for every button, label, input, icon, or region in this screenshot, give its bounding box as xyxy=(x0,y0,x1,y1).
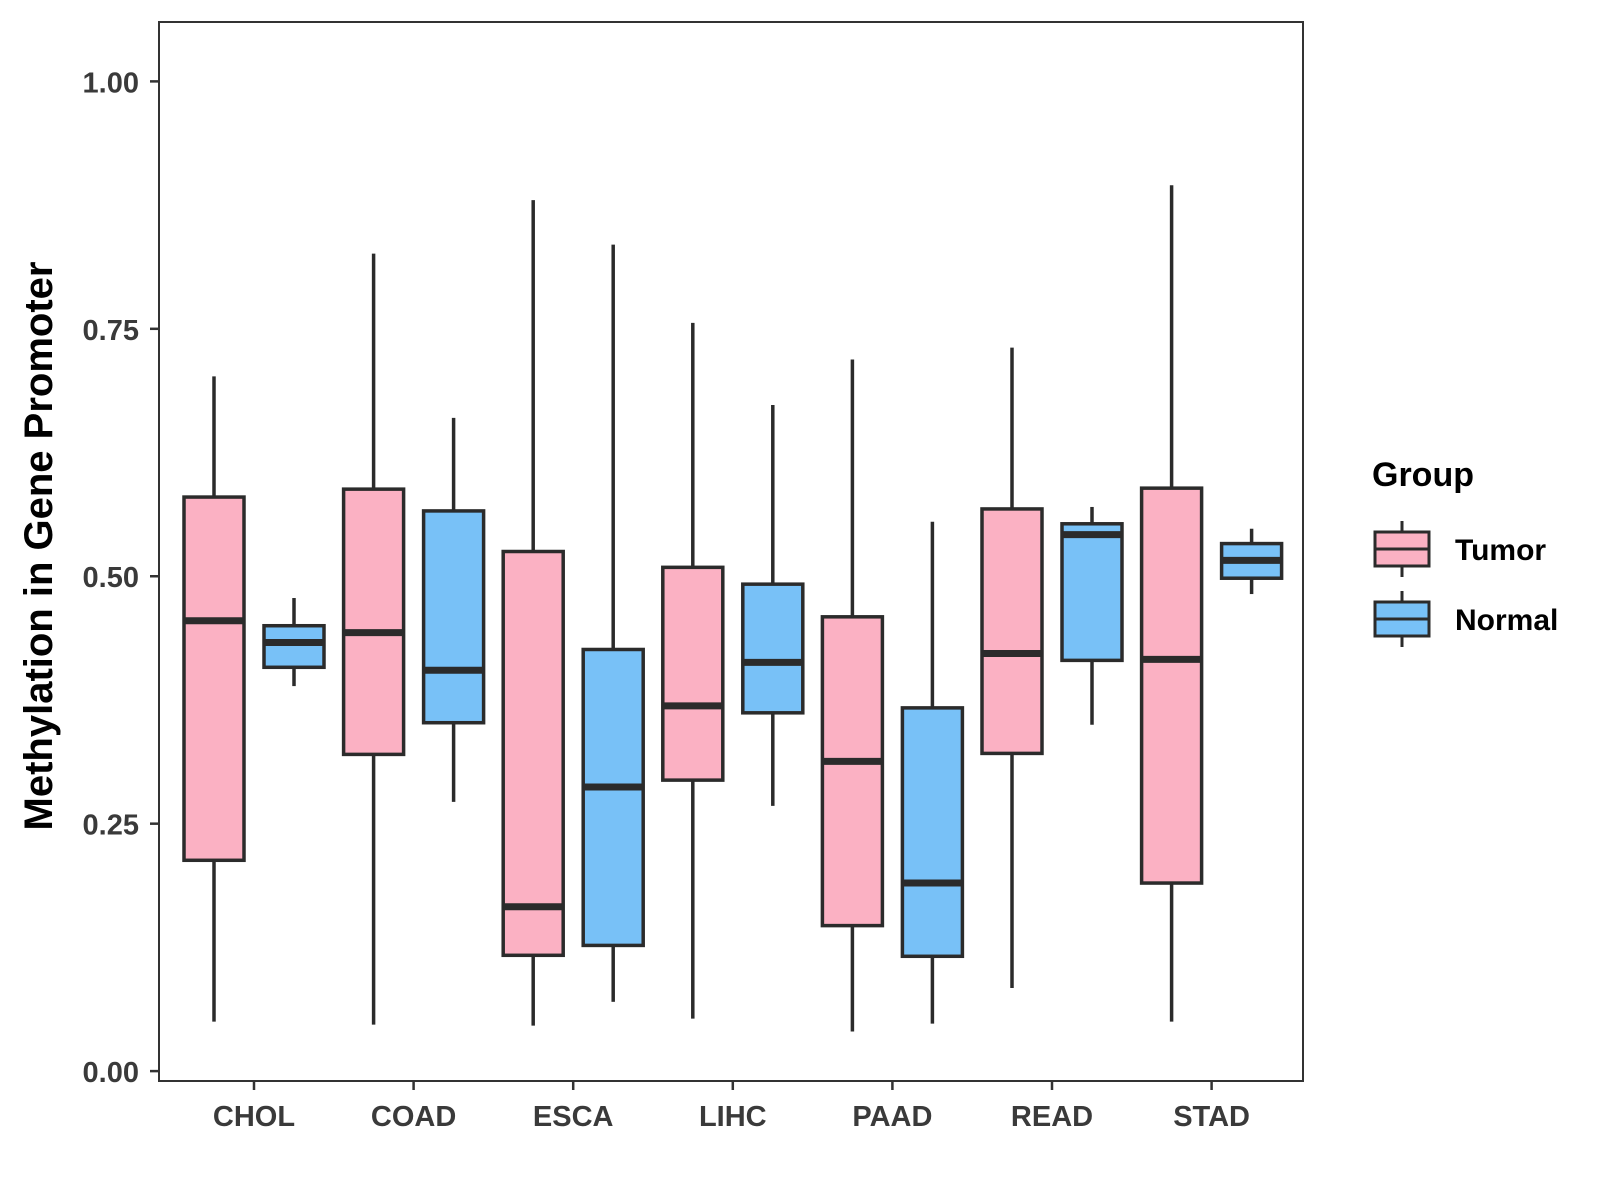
box-normal-stad xyxy=(1219,528,1284,595)
box-body xyxy=(581,647,645,948)
box-body xyxy=(661,565,725,782)
y-tick-label: 1.00 xyxy=(83,67,139,99)
box-body xyxy=(501,549,565,958)
box-tumor-esca xyxy=(501,200,565,1026)
x-tick-label: CHOL xyxy=(213,1101,295,1133)
box-normal-esca xyxy=(581,244,645,1002)
x-tick-label: READ xyxy=(1011,1101,1093,1133)
legend-label-tumor: Tumor xyxy=(1455,534,1546,567)
x-tick-label: STAD xyxy=(1173,1101,1250,1133)
box-normal-lihc xyxy=(741,405,805,806)
x-tick-label: COAD xyxy=(371,1101,456,1133)
legend-key-tumor xyxy=(1373,521,1431,577)
legend-label-normal: Normal xyxy=(1455,604,1558,637)
box-tumor-stad xyxy=(1139,185,1204,1022)
x-tick-label: PAAD xyxy=(852,1101,932,1133)
box-normal-read xyxy=(1060,506,1124,725)
box-body xyxy=(820,615,885,928)
y-tick-label: 0.25 xyxy=(83,810,139,842)
box-tumor-coad xyxy=(341,253,406,1025)
legend: Group Tumor Normal xyxy=(1372,456,1558,647)
box-tumor-read xyxy=(980,347,1044,988)
box-body xyxy=(741,582,805,715)
box-body xyxy=(341,487,406,757)
box-tumor-paad xyxy=(820,359,885,1032)
plot-area xyxy=(158,21,1304,1082)
box-body xyxy=(262,623,326,670)
box-body xyxy=(182,495,246,863)
legend-title: Group xyxy=(1372,456,1474,494)
legend-key-normal xyxy=(1373,591,1431,647)
x-tick-label: LIHC xyxy=(699,1101,767,1133)
box-normal-coad xyxy=(421,417,486,802)
y-tick-label: 0.50 xyxy=(83,562,139,594)
box-body xyxy=(421,509,486,725)
box-tumor-chol xyxy=(182,376,246,1022)
box-normal-chol xyxy=(262,598,326,687)
y-axis-title: Methylation in Gene Promoter xyxy=(17,262,61,831)
box-normal-paad xyxy=(900,521,965,1024)
y-tick-label: 0.00 xyxy=(83,1057,139,1089)
y-tick-label: 0.75 xyxy=(83,315,139,347)
box-body xyxy=(980,507,1044,756)
box-tumor-lihc xyxy=(661,322,725,1019)
panel-border xyxy=(158,21,1304,1082)
box-body xyxy=(900,706,965,959)
box-body xyxy=(1060,522,1124,663)
axes: 0.00 0.25 0.50 0.75 1.00 CHOL COAD ESCA LIHC PAAD… xyxy=(83,67,1250,1133)
box-body xyxy=(1139,486,1204,885)
x-tick-label: ESCA xyxy=(533,1101,614,1133)
